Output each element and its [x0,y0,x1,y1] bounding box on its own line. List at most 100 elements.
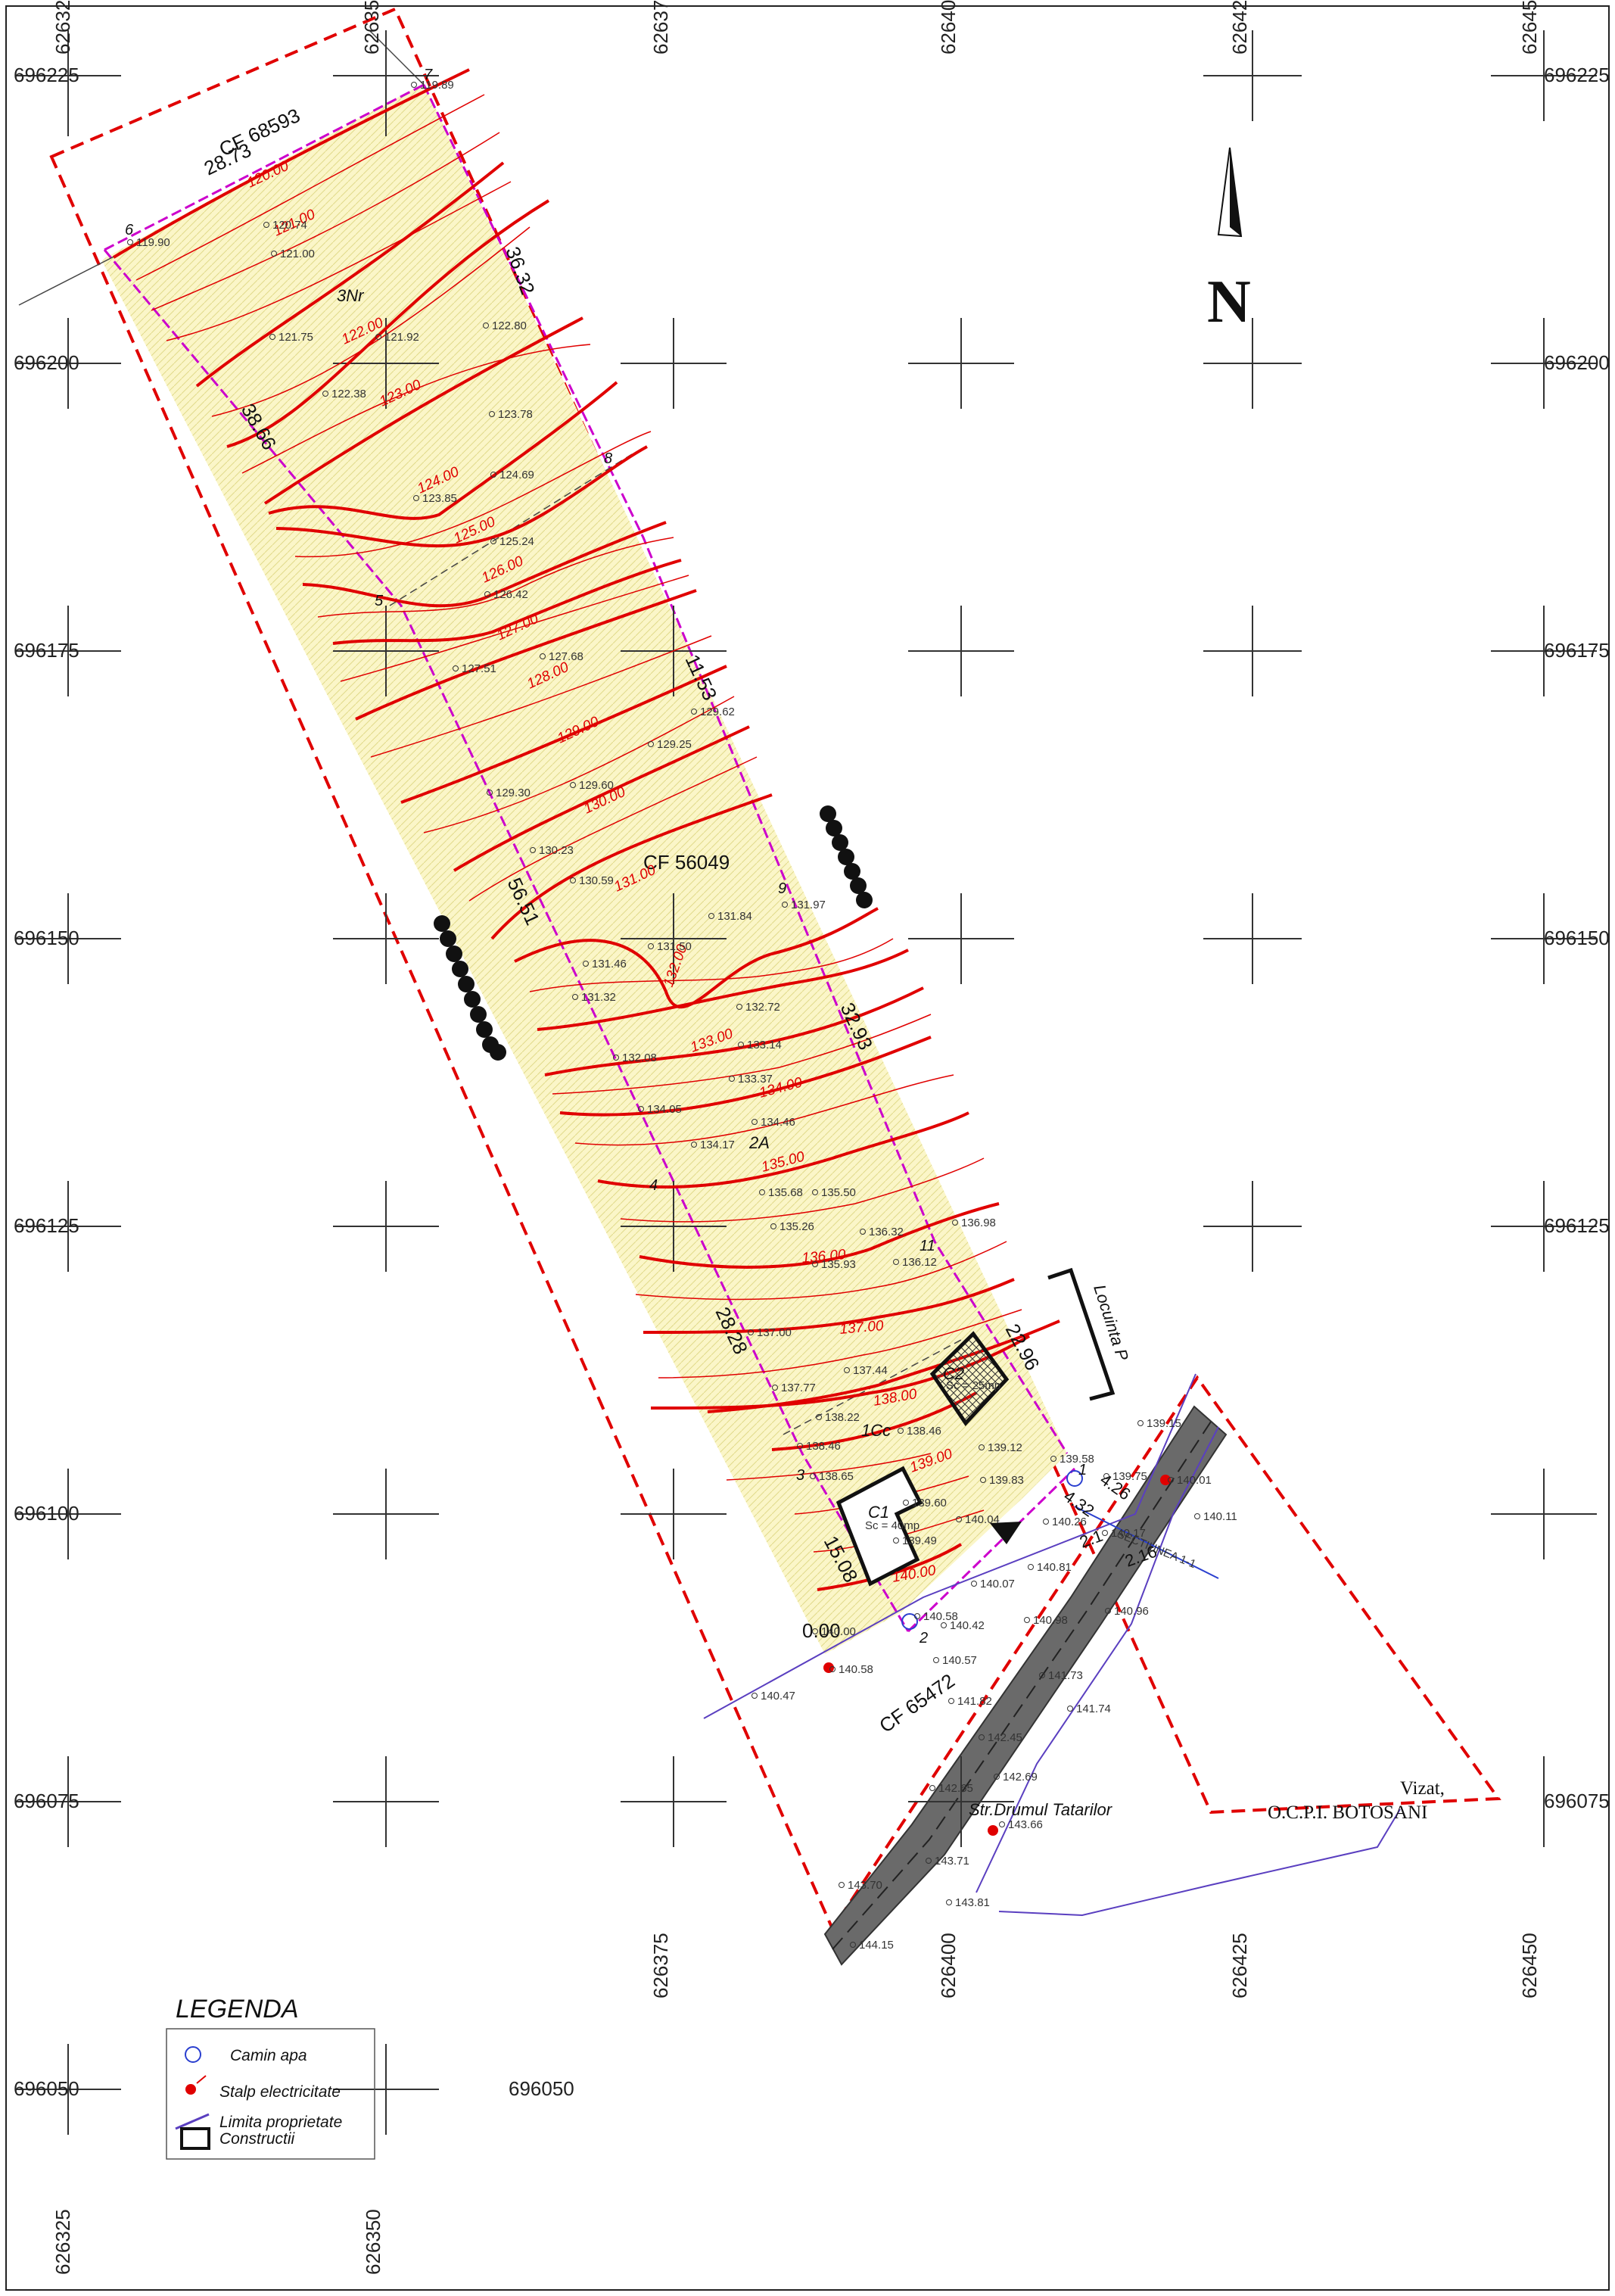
spot-marker [926,1858,932,1864]
northing-label: 696175 [14,639,79,662]
spot-marker [1050,1456,1056,1462]
northing-label: 696075 [14,1790,79,1812]
spot-elevation-label: 140.11 [1203,1510,1237,1523]
spot-elevation-label: 141.74 [1076,1703,1111,1715]
spot-marker [490,538,496,544]
spot-elevation-label: 140.07 [980,1578,1015,1590]
spot-elevation-label: 140.96 [1114,1605,1149,1618]
spot-elevation-label: 125.24 [499,535,534,548]
spot-elevation-label: 137.77 [781,1382,816,1394]
northing-label: 696225 [1544,64,1610,86]
spot-elevation-label: 121.00 [280,248,315,260]
northing-label: 696175 [1544,639,1610,662]
spot-elevation-label: 129.25 [657,738,692,751]
stamp-line2: O.C.P.I. BOTOSANI [1268,1802,1427,1823]
easting-label: 626375 [649,0,672,55]
spot-elevation-label: 134.05 [647,1103,682,1116]
spot-marker [1024,1617,1030,1623]
spot-elevation-label: 134.46 [761,1116,795,1129]
spot-elevation-label: 132.08 [622,1051,657,1064]
spot-marker [691,709,697,715]
spot-marker [583,961,589,967]
northing-label: 696125 [1544,1214,1610,1237]
spot-marker [979,1734,985,1740]
spot-marker [413,495,419,501]
spot-elevation-label: 140.26 [1052,1516,1087,1528]
spot-marker [540,653,546,659]
spot-marker [898,1428,904,1434]
spot-elevation-label: 135.26 [779,1220,814,1233]
spot-marker [736,1004,742,1010]
northing-label: 696200 [1544,351,1610,374]
spot-marker [903,1500,909,1506]
spot-elevation-label: 131.84 [717,910,752,923]
spot-elevation-label: 143.81 [955,1896,990,1909]
spot-elevation-label: 119.90 [136,236,170,249]
spot-marker [570,877,576,883]
spot-marker [759,1189,765,1195]
northing-label: 696150 [14,927,79,949]
point-id: 9 [778,880,786,897]
spot-marker [638,1106,644,1112]
spot-elevation-label: 138.65 [819,1470,854,1483]
point-id: 1 [1078,1462,1087,1478]
spot-elevation-label: 131.97 [791,899,826,911]
spot-marker [708,913,714,919]
spot-marker [839,1882,845,1888]
spot-elevation-label: 138.22 [825,1411,860,1424]
spot-elevation-label: 142.69 [1003,1771,1038,1784]
cf-label: CF 65472 [875,1669,959,1737]
spot-elevation-label: 143.66 [1008,1818,1043,1831]
legend-item-label: Camin apa [230,2047,307,2064]
spot-elevation-label: 137.00 [757,1326,792,1339]
spot-marker [893,1259,899,1265]
spot-elevation-label: 127.68 [549,650,583,663]
spot-marker [946,1899,952,1905]
spot-elevation-label: 139.83 [989,1474,1024,1487]
spot-marker [914,1613,920,1619]
spot-elevation-label: 135.68 [768,1186,803,1199]
spot-elevation-label: 139.15 [1147,1417,1181,1430]
legend-title: LEGENDA [176,1995,299,2023]
legend-item-label: Limita proprietate [219,2114,342,2131]
dim-label: 0.00 [802,1619,841,1642]
spot-marker [738,1042,744,1048]
spot-elevation-label: 129.62 [700,706,735,718]
legend-item-label: Constructii [219,2130,296,2148]
spot-elevation-label: 121.92 [384,331,419,344]
spot-marker [748,1329,754,1335]
spot-marker [971,1581,977,1587]
spot-marker [999,1821,1005,1827]
spot-marker [1105,1608,1111,1614]
spot-marker [570,782,576,788]
spot-marker [490,472,496,478]
cf-label: CF 56049 [643,851,730,874]
spot-elevation-label: 140.01 [1177,1474,1212,1487]
spot-marker [411,82,417,88]
spot-marker [1067,1706,1073,1712]
spot-marker [613,1055,619,1061]
northing-label: 696125 [14,1214,79,1237]
northing-label: 696100 [14,1502,79,1525]
spot-marker [1039,1672,1045,1678]
spot-marker [1194,1513,1200,1519]
spot-marker [893,1537,899,1544]
easting-label: 626400 [937,0,960,55]
spot-elevation-label: 139.75 [1112,1470,1147,1483]
spot-marker [850,1942,856,1948]
spot-elevation-label: 123.78 [498,408,533,421]
spot-marker [263,222,269,228]
locuinta-bracket [1047,1267,1116,1401]
spot-elevation-label: 136.98 [961,1217,996,1229]
northing-label: 696050 [14,2077,79,2100]
spot-elevation-label: 131.50 [657,940,692,953]
spot-elevation-label: 142.65 [938,1782,973,1795]
easting-label: 626425 [1228,0,1251,55]
easting-label: 626400 [937,1933,960,1998]
north-label: N [1207,269,1251,335]
spot-marker [829,1666,836,1672]
road-strada-drumul-tatarilor [823,1405,1228,1966]
easting-label: 626450 [1518,1933,1541,1998]
